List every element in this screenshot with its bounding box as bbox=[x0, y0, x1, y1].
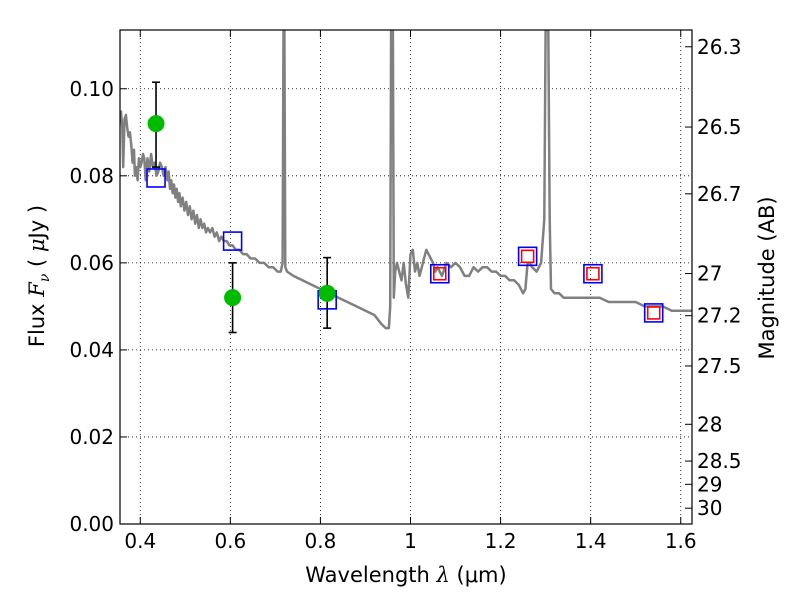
y-tick-label: 0.08 bbox=[69, 164, 114, 188]
y-tick-label: 0.00 bbox=[69, 512, 114, 536]
y2-tick-label: 27 bbox=[697, 262, 722, 286]
y-tick-label: 0.06 bbox=[69, 251, 114, 275]
observed-point bbox=[147, 115, 165, 133]
blue-square-marker bbox=[146, 168, 166, 188]
y2-tick-label: 28 bbox=[697, 412, 722, 436]
y-axis-title: Flux Fν ( μJy ) bbox=[25, 205, 53, 347]
y2-tick-label: 27.5 bbox=[697, 354, 742, 378]
y-tick-label: 0.10 bbox=[69, 77, 114, 101]
y2-tick-label: 29 bbox=[697, 472, 722, 496]
blue-square-marker bbox=[643, 303, 664, 323]
x-tick-label: 0.6 bbox=[214, 529, 246, 553]
y2-tick-label: 28.5 bbox=[697, 449, 742, 473]
y-tick-label: 0.02 bbox=[69, 425, 114, 449]
x-tick-label: 0.8 bbox=[305, 529, 337, 553]
blue-square-marker bbox=[222, 231, 243, 251]
x-axis-title: Wavelength λ (μm) bbox=[305, 563, 506, 587]
y2-tick-label: 26.7 bbox=[697, 182, 742, 206]
blue-square-marker bbox=[429, 263, 450, 284]
red-square-marker bbox=[646, 306, 661, 320]
y2-tick-label: 30 bbox=[697, 496, 722, 520]
y2-tick-label: 26.5 bbox=[697, 115, 742, 139]
x-tick-label: 1 bbox=[404, 529, 417, 553]
y-tick-label: 0.04 bbox=[69, 338, 114, 362]
ticks: 0.4 0.6 0.8 1 1.2 1.4 1.6 0.00 0.02 0.04 0.06 0.08 0… bbox=[69, 30, 742, 553]
red-square-marker bbox=[586, 266, 600, 281]
series-layer bbox=[120, 30, 692, 334]
plot-frame bbox=[119, 29, 693, 525]
y2-tick-label: 27.2 bbox=[697, 304, 742, 328]
y2-tick-label: 26.3 bbox=[697, 35, 742, 59]
red-square-marker bbox=[432, 266, 447, 281]
blue-square-marker bbox=[517, 246, 538, 267]
x-tick-label: 0.4 bbox=[124, 529, 156, 553]
x-tick-label: 1.6 bbox=[665, 529, 697, 553]
x-tick-label: 1.2 bbox=[485, 529, 517, 553]
y2-axis-title: Magnitude (AB) bbox=[755, 196, 779, 359]
sed-model-line bbox=[120, 30, 692, 330]
blue-square-marker bbox=[583, 263, 603, 284]
observed-point bbox=[318, 284, 336, 302]
x-tick-label: 1.4 bbox=[575, 529, 607, 553]
observed-point bbox=[224, 289, 242, 307]
red-square-marker bbox=[520, 249, 535, 264]
